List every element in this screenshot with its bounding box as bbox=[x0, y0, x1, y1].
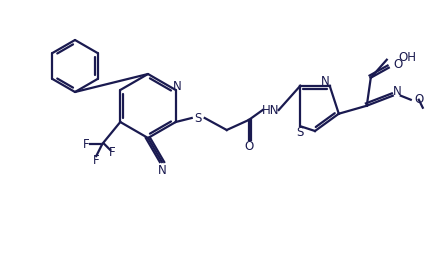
Text: S: S bbox=[194, 112, 202, 124]
Text: F: F bbox=[109, 146, 116, 158]
Text: S: S bbox=[297, 126, 304, 139]
Text: HN: HN bbox=[262, 103, 280, 117]
Text: N: N bbox=[173, 80, 182, 92]
Text: N: N bbox=[157, 164, 166, 177]
Text: N: N bbox=[392, 85, 401, 98]
Text: F: F bbox=[83, 137, 90, 151]
Text: O: O bbox=[394, 58, 403, 71]
Text: N: N bbox=[321, 75, 330, 88]
Text: F: F bbox=[93, 153, 99, 167]
Text: OH: OH bbox=[399, 51, 417, 64]
Text: O: O bbox=[244, 140, 253, 153]
Text: O: O bbox=[415, 93, 424, 106]
